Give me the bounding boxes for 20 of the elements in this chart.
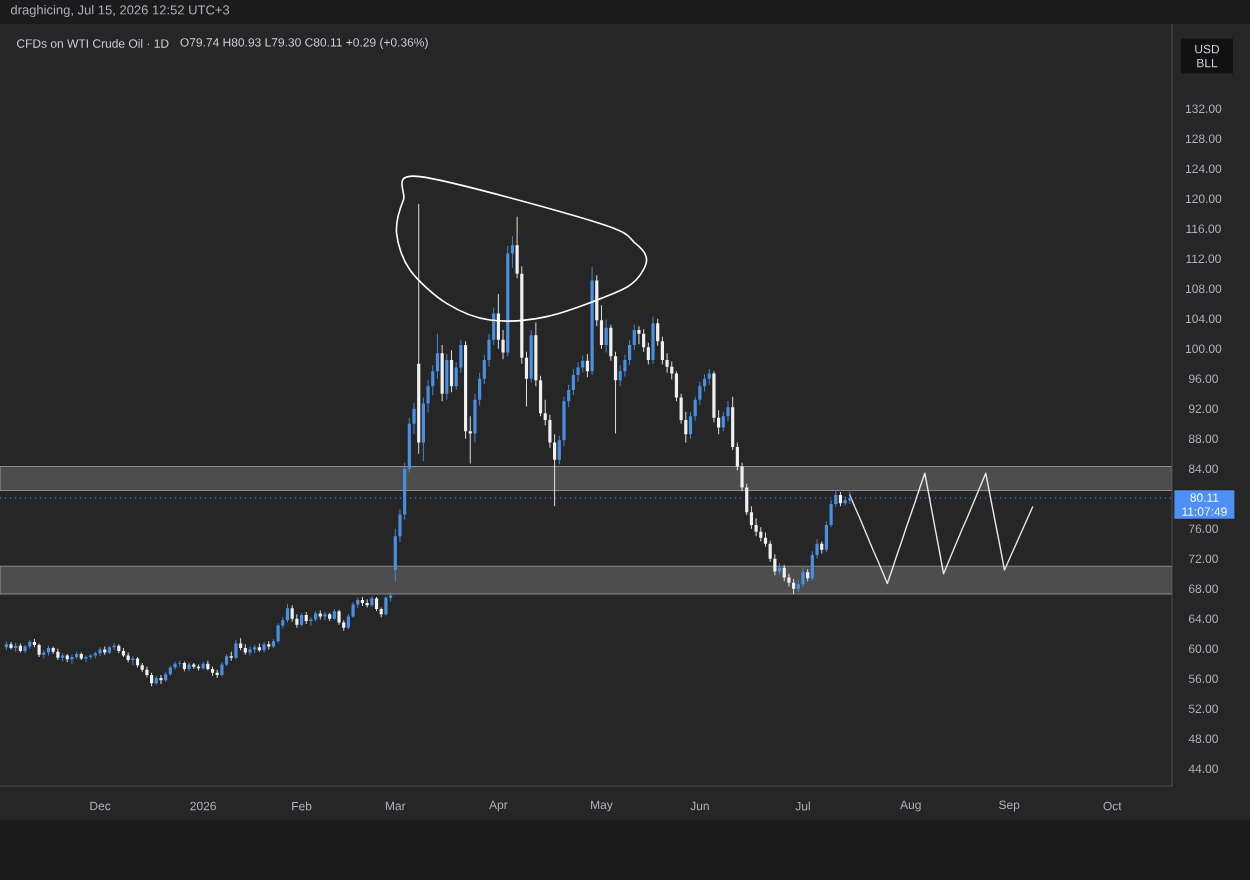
candlestick xyxy=(178,660,182,668)
candlestick xyxy=(445,353,449,401)
candlestick xyxy=(262,641,266,653)
candlestick xyxy=(440,344,444,402)
candlestick xyxy=(56,648,60,661)
candlestick xyxy=(529,329,533,383)
candlestick xyxy=(604,319,608,353)
candlestick xyxy=(637,325,641,345)
candlestick xyxy=(801,567,805,588)
candlestick xyxy=(145,666,149,678)
candlestick xyxy=(787,573,791,587)
candlestick xyxy=(285,603,290,623)
candlestick xyxy=(276,622,280,644)
candlestick xyxy=(23,644,27,654)
candlestick xyxy=(651,316,655,365)
candlestick xyxy=(295,613,299,629)
candlestick xyxy=(449,349,454,393)
candlestick xyxy=(585,353,589,378)
candlestick xyxy=(234,639,238,660)
candlestick xyxy=(384,595,388,617)
